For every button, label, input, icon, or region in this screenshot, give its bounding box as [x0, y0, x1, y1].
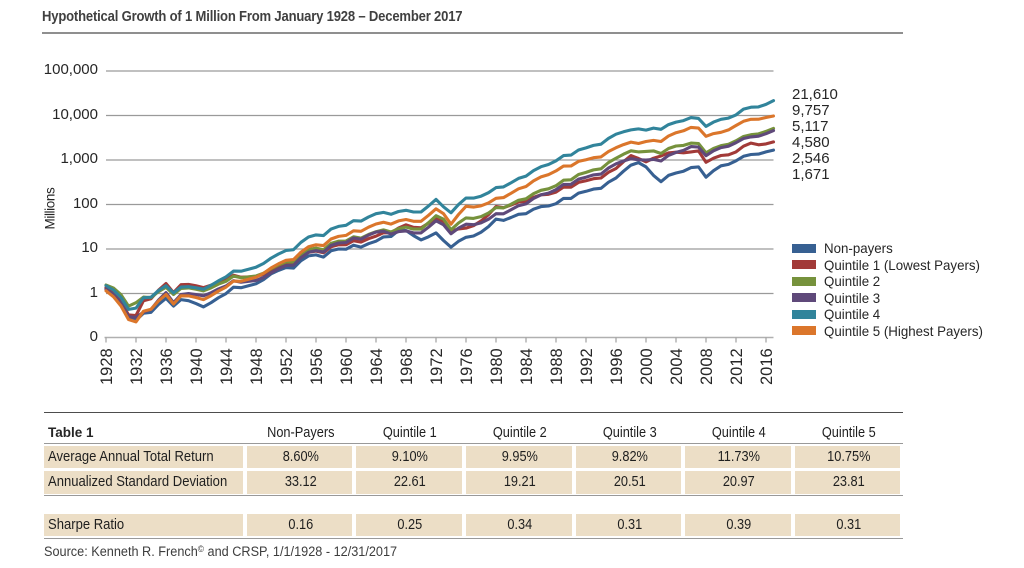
svg-text:1972: 1972 — [428, 348, 446, 385]
svg-text:1948: 1948 — [248, 348, 266, 385]
svg-text:1952: 1952 — [278, 348, 296, 385]
svg-text:1980: 1980 — [488, 348, 506, 385]
svg-text:2000: 2000 — [638, 348, 656, 385]
svg-text:1956: 1956 — [308, 348, 326, 385]
svg-text:2012: 2012 — [728, 348, 746, 385]
svg-text:1968: 1968 — [398, 348, 416, 385]
svg-text:1944: 1944 — [218, 348, 236, 385]
svg-text:1960: 1960 — [338, 348, 356, 385]
svg-text:1984: 1984 — [518, 348, 536, 385]
svg-text:2016: 2016 — [758, 348, 776, 385]
svg-text:1988: 1988 — [548, 348, 566, 385]
svg-text:1992: 1992 — [578, 348, 596, 385]
svg-text:1932: 1932 — [128, 348, 146, 385]
svg-text:2004: 2004 — [668, 348, 686, 385]
svg-text:1928: 1928 — [98, 348, 116, 385]
svg-text:2008: 2008 — [698, 348, 716, 385]
svg-text:1976: 1976 — [458, 348, 476, 385]
svg-text:1964: 1964 — [368, 348, 386, 385]
svg-text:1996: 1996 — [608, 348, 626, 385]
svg-text:1936: 1936 — [158, 348, 176, 385]
svg-text:1940: 1940 — [188, 348, 206, 385]
